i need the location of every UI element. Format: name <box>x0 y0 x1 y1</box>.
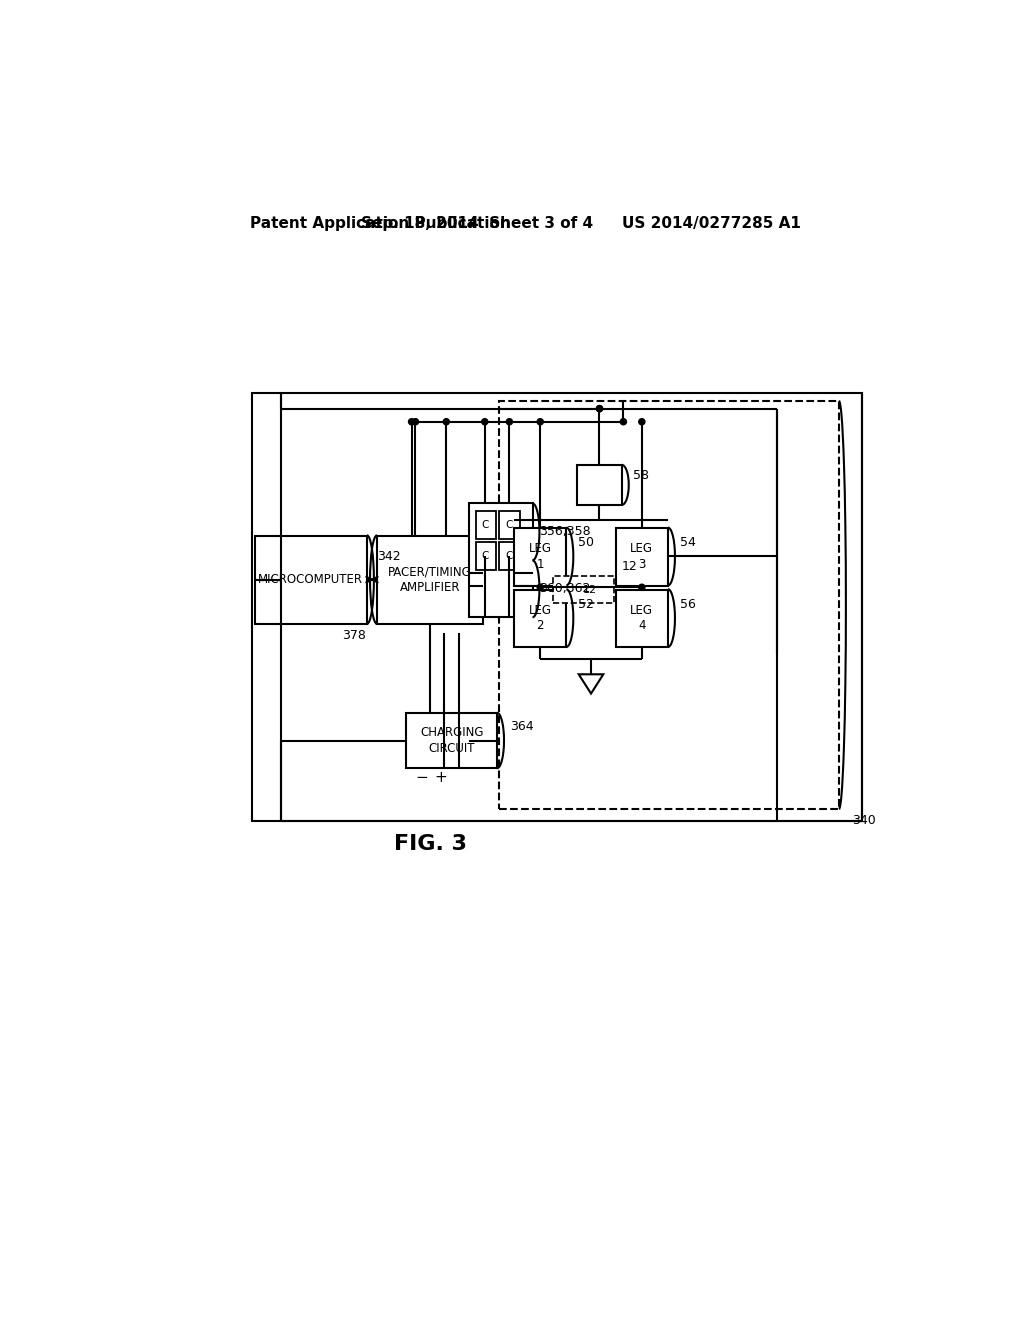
Bar <box>475 543 497 570</box>
Text: 378: 378 <box>342 630 366 643</box>
Text: 58: 58 <box>633 469 649 482</box>
Text: −: − <box>416 770 428 785</box>
Bar <box>500 543 520 570</box>
Circle shape <box>413 418 419 425</box>
Bar <box>500 511 520 539</box>
Text: 52: 52 <box>579 598 594 611</box>
Circle shape <box>596 405 602 412</box>
Circle shape <box>538 585 544 590</box>
Text: 4: 4 <box>638 619 645 632</box>
Text: 364: 364 <box>510 721 534 733</box>
Circle shape <box>538 418 544 425</box>
Circle shape <box>481 418 487 425</box>
Text: LEG: LEG <box>631 543 653 556</box>
Text: Patent Application Publication: Patent Application Publication <box>250 216 511 231</box>
Text: FIG. 3: FIG. 3 <box>394 834 467 854</box>
Bar <box>255 536 367 624</box>
Circle shape <box>639 418 645 425</box>
Text: Sep. 18, 2014  Sheet 3 of 4: Sep. 18, 2014 Sheet 3 of 4 <box>361 216 593 231</box>
Bar <box>377 536 483 624</box>
Bar <box>469 503 532 618</box>
Text: 56: 56 <box>680 598 696 611</box>
Text: 12: 12 <box>583 585 597 594</box>
Text: C: C <box>482 550 489 561</box>
Text: +: + <box>434 770 447 785</box>
Text: C: C <box>482 520 489 529</box>
Bar <box>475 511 497 539</box>
Text: 1: 1 <box>537 557 544 570</box>
Bar <box>514 590 566 647</box>
Circle shape <box>506 418 512 425</box>
Bar <box>514 528 566 586</box>
Text: 340: 340 <box>852 814 876 828</box>
Bar <box>407 713 497 768</box>
Text: 356,358: 356,358 <box>539 525 591 539</box>
Bar <box>615 528 668 586</box>
Text: AMPLIFIER: AMPLIFIER <box>399 581 461 594</box>
Text: 54: 54 <box>680 536 696 549</box>
Circle shape <box>596 405 602 412</box>
Text: CIRCUIT: CIRCUIT <box>428 742 475 755</box>
Bar <box>578 465 622 506</box>
Bar <box>553 576 614 603</box>
Circle shape <box>443 418 450 425</box>
Text: 360,362: 360,362 <box>540 582 591 595</box>
Text: US 2014/0277285 A1: US 2014/0277285 A1 <box>622 216 801 231</box>
Text: CHARGING: CHARGING <box>420 726 483 739</box>
Text: LEG: LEG <box>528 603 552 616</box>
Bar <box>499 401 839 809</box>
Text: 12: 12 <box>622 560 637 573</box>
Text: 50: 50 <box>579 536 594 549</box>
Text: 2: 2 <box>537 619 544 632</box>
Text: PACER/TIMING: PACER/TIMING <box>388 565 472 578</box>
Text: MICROCOMPUTER: MICROCOMPUTER <box>258 573 364 586</box>
Bar <box>615 590 668 647</box>
Circle shape <box>639 585 645 590</box>
Text: C: C <box>506 550 513 561</box>
Text: LEG: LEG <box>631 603 653 616</box>
Text: LEG: LEG <box>528 543 552 556</box>
Text: 342: 342 <box>377 550 400 564</box>
Text: 3: 3 <box>638 557 645 570</box>
Circle shape <box>409 418 415 425</box>
Text: C: C <box>506 520 513 529</box>
Bar <box>252 393 862 821</box>
Circle shape <box>621 418 627 425</box>
